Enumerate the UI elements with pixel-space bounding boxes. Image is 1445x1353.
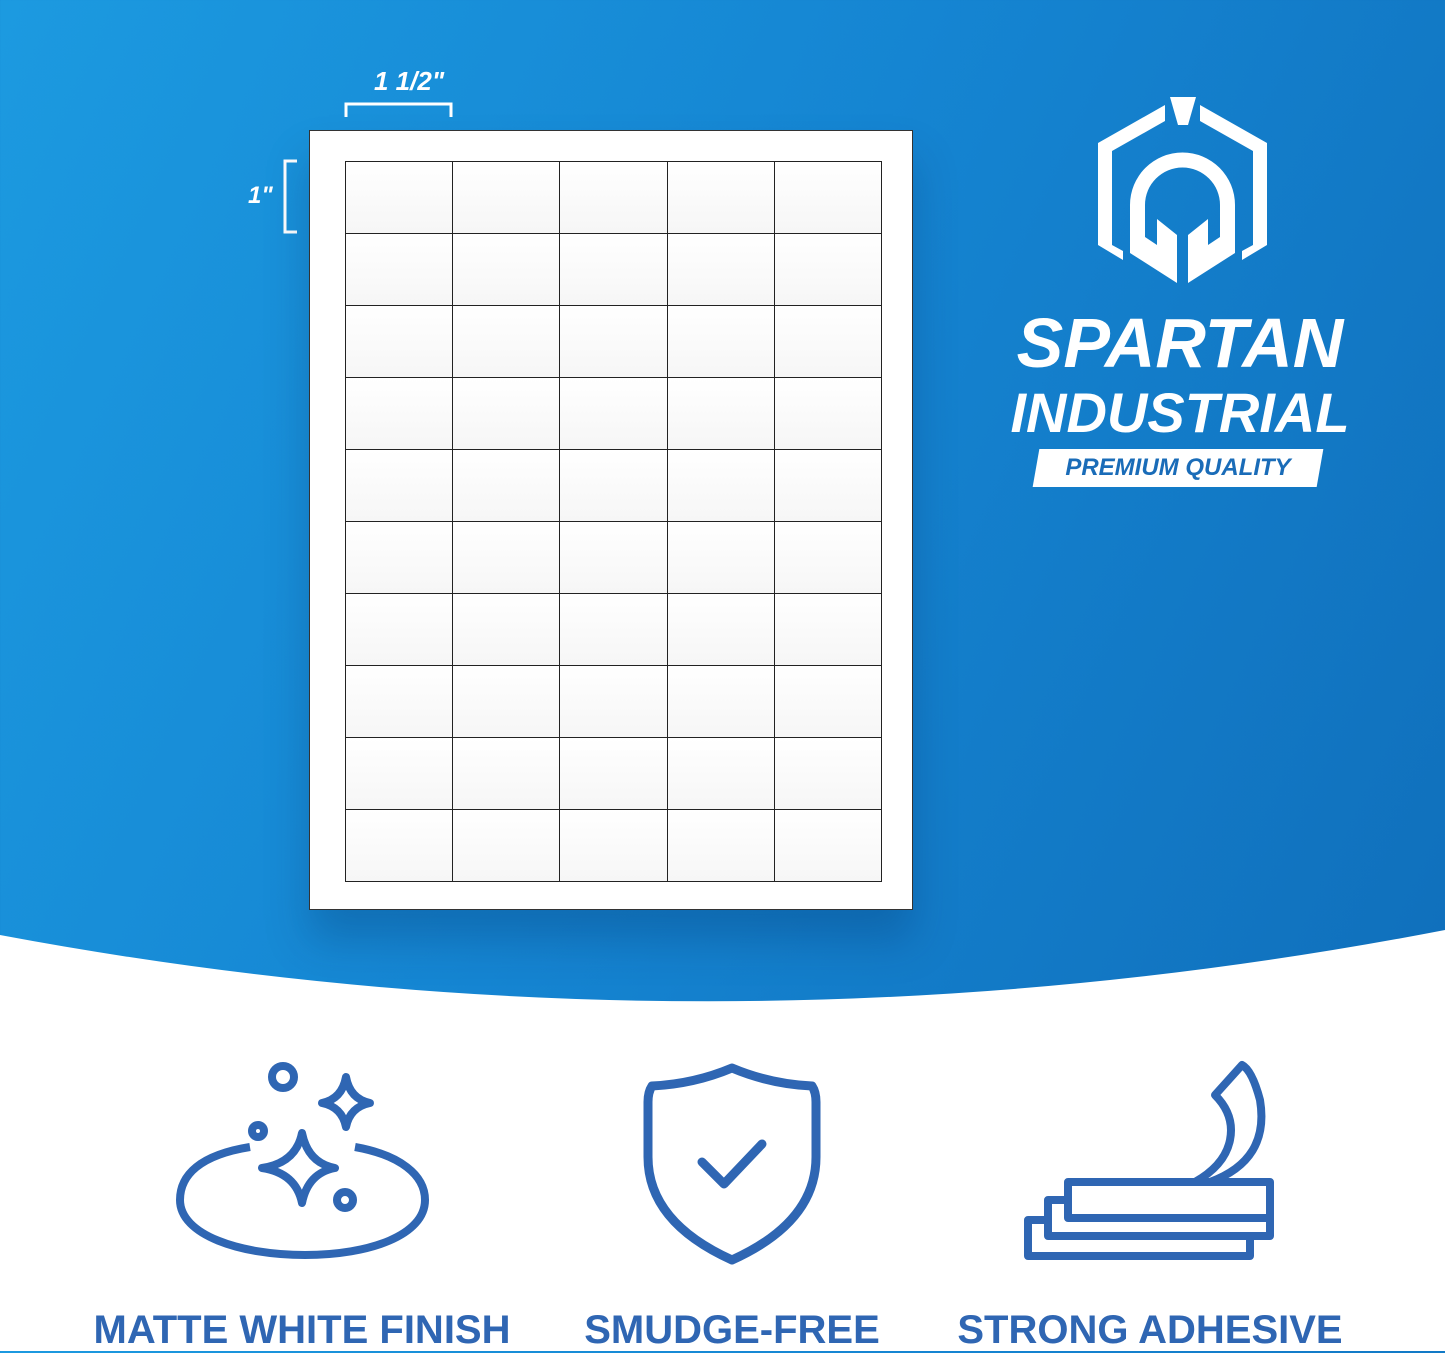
label-cell — [667, 666, 775, 738]
label-cell — [346, 306, 454, 378]
height-bracket-icon — [283, 159, 297, 234]
label-cell — [453, 450, 561, 522]
label-cell — [560, 666, 668, 738]
spartan-helmet-icon — [1098, 97, 1267, 283]
label-cell — [667, 450, 775, 522]
label-cell — [774, 162, 882, 234]
feature-strong-adhesive: STRONG ADHESIVE — [957, 1308, 1343, 1352]
label-cell — [667, 738, 775, 810]
label-cell — [560, 378, 668, 450]
peeling-label-icon — [1024, 1061, 1274, 1260]
label-cell — [560, 738, 668, 810]
label-cell — [667, 162, 775, 234]
label-cell — [560, 594, 668, 666]
label-cell — [453, 594, 561, 666]
label-cell — [346, 594, 454, 666]
label-grid — [345, 161, 882, 882]
label-cell — [774, 738, 882, 810]
feature-smudge-free: SMUDGE-FREE — [584, 1308, 880, 1352]
sparkle-icon — [176, 1062, 429, 1259]
label-cell — [560, 306, 668, 378]
label-cell — [667, 234, 775, 306]
label-cell — [774, 234, 882, 306]
label-cell — [560, 522, 668, 594]
feature-matte-white-finish: MATTE WHITE FINISH — [93, 1308, 511, 1352]
label-cell — [560, 162, 668, 234]
label-cell — [346, 810, 454, 882]
shield-check-icon — [643, 1063, 821, 1265]
label-cell — [453, 378, 561, 450]
label-cell — [667, 594, 775, 666]
label-cell — [774, 810, 882, 882]
label-cell — [453, 738, 561, 810]
label-cell — [667, 810, 775, 882]
label-cell — [774, 522, 882, 594]
label-cell — [346, 738, 454, 810]
tagline: PREMIUM QUALITY — [1065, 454, 1291, 481]
label-cell — [453, 522, 561, 594]
label-cell — [453, 810, 561, 882]
label-cell — [346, 162, 454, 234]
label-cell — [453, 162, 561, 234]
brand-name-line2: INDUSTRIAL — [1010, 381, 1350, 444]
label-cell — [453, 234, 561, 306]
brand-name-line1: SPARTAN — [1016, 304, 1344, 382]
height-dimension-label: 1" — [248, 182, 273, 209]
label-cell — [667, 306, 775, 378]
width-bracket-icon — [344, 102, 453, 117]
label-cell — [667, 378, 775, 450]
label-cell — [346, 234, 454, 306]
label-cell — [774, 594, 882, 666]
label-cell — [346, 666, 454, 738]
label-cell — [453, 666, 561, 738]
label-cell — [667, 522, 775, 594]
label-cell — [346, 378, 454, 450]
label-cell — [774, 666, 882, 738]
premium-quality-badge: PREMIUM QUALITY — [1032, 449, 1324, 487]
label-sheet — [309, 130, 913, 910]
label-cell — [774, 306, 882, 378]
label-cell — [560, 810, 668, 882]
label-cell — [453, 306, 561, 378]
width-dimension-label: 1 1/2" — [374, 66, 445, 96]
label-cell — [560, 234, 668, 306]
label-cell — [774, 378, 882, 450]
label-cell — [560, 450, 668, 522]
label-cell — [346, 522, 454, 594]
label-cell — [346, 450, 454, 522]
label-cell — [774, 450, 882, 522]
